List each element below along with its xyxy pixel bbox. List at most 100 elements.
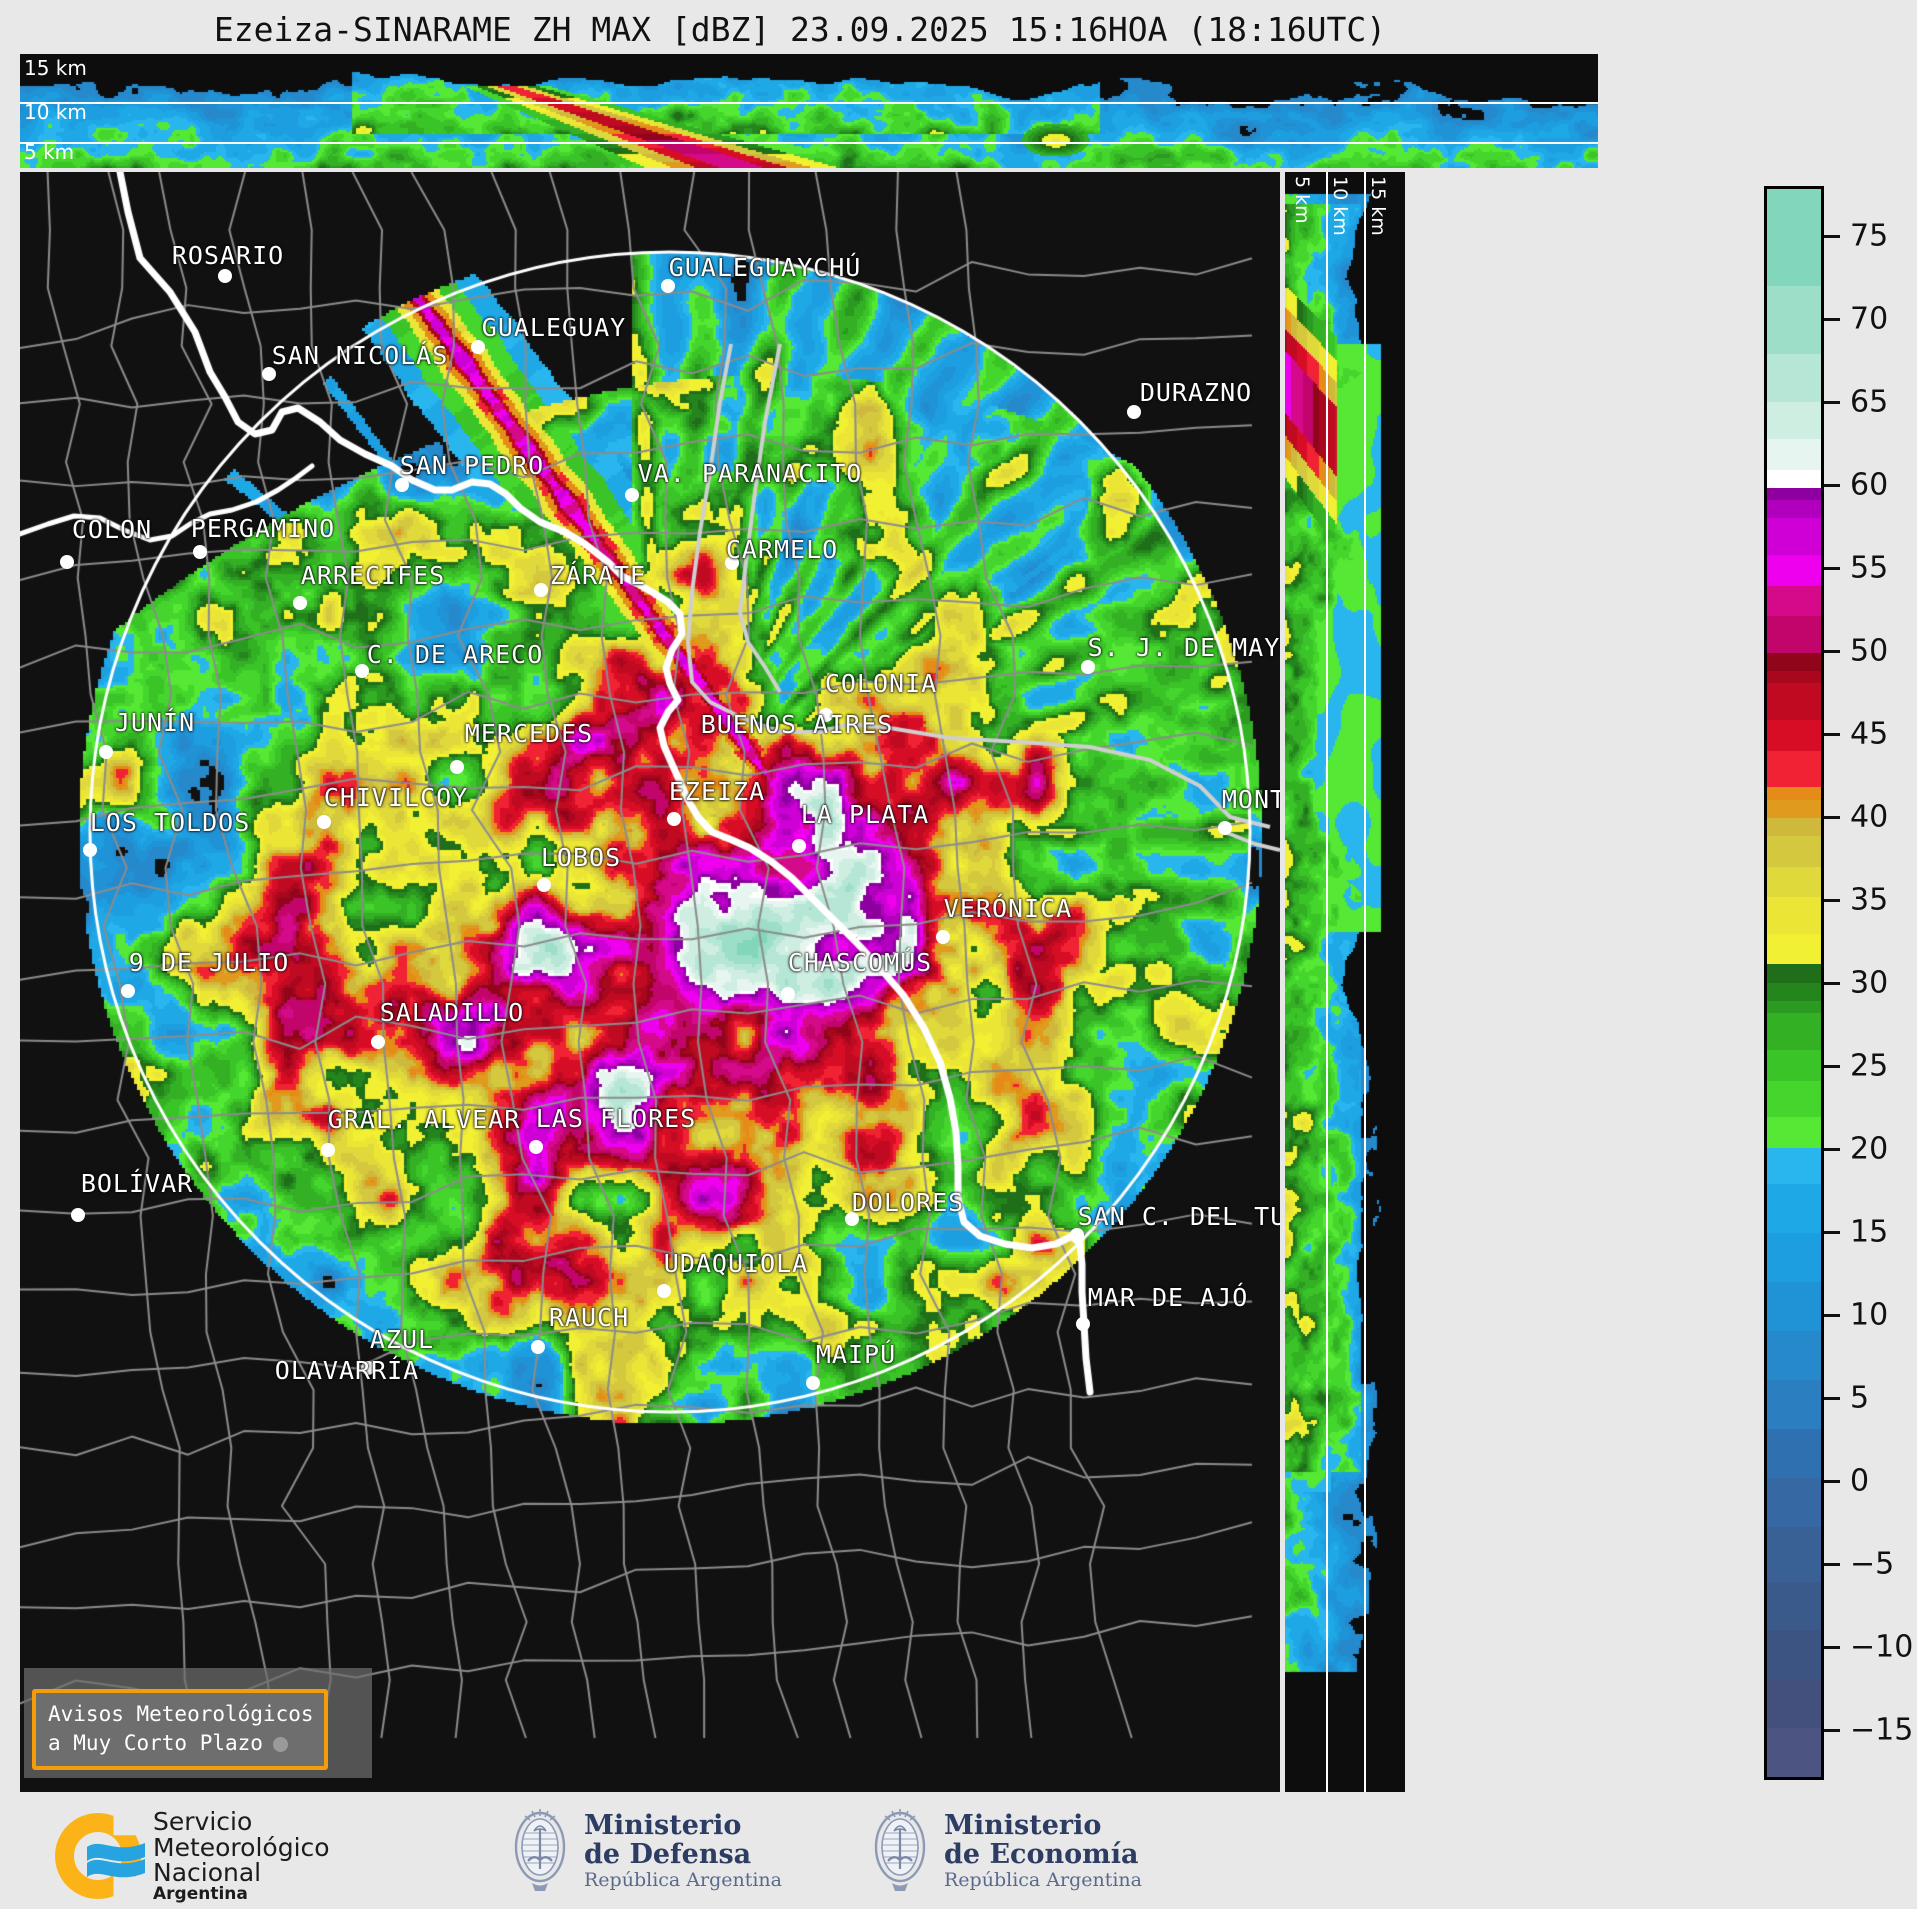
city-dot-icon	[534, 583, 548, 597]
colorbar-segment	[1767, 536, 1821, 543]
city-label: LA PLATA	[800, 800, 930, 829]
city-dot-icon	[1218, 821, 1232, 835]
colorbar-segment	[1767, 194, 1821, 201]
colorbar-segment	[1767, 1019, 1821, 1026]
colorbar-tick-label: 10	[1850, 1297, 1889, 1333]
colorbar-tick-label: −10	[1850, 1629, 1914, 1665]
colorbar-segment	[1767, 475, 1821, 482]
colorbar-segment	[1767, 738, 1821, 745]
colorbar-segment	[1767, 1312, 1821, 1319]
colorbar-tick-label: 30	[1850, 965, 1889, 1001]
colorbar-segment	[1767, 1550, 1821, 1558]
colorbar-segment	[1767, 1758, 1821, 1765]
colorbar-tick	[1824, 566, 1840, 570]
argentina-coat-of-arms-icon	[874, 1809, 926, 1891]
city-dot-icon	[262, 367, 276, 381]
city-dot-icon	[1070, 1228, 1084, 1242]
colorbar-segment	[1767, 1520, 1821, 1527]
city-dot-icon	[531, 1340, 545, 1354]
city-dot-icon	[60, 555, 74, 569]
city-label: DOLORES	[851, 1188, 965, 1217]
colorbar-segment	[1767, 524, 1821, 531]
colorbar-segment	[1767, 1575, 1821, 1582]
colorbar-segment	[1767, 365, 1821, 372]
colorbar-tick-label: 70	[1850, 301, 1889, 337]
city-label: SAN PEDRO	[399, 451, 545, 480]
colorbar-segment	[1767, 726, 1821, 733]
colorbar-segment	[1767, 1440, 1821, 1448]
colorbar-segment	[1767, 353, 1821, 360]
colorbar-segment	[1767, 1233, 1821, 1240]
colorbar-tick-label: 45	[1850, 716, 1889, 752]
colorbar-segment	[1767, 811, 1821, 818]
md-line-2: de Defensa	[584, 1838, 752, 1870]
city-label: JUNÍN	[114, 708, 196, 737]
colorbar-tick-label: 55	[1850, 550, 1889, 586]
colorbar-segment	[1767, 1612, 1821, 1619]
city-dot-icon	[725, 556, 739, 570]
colorbar-segment	[1767, 585, 1821, 592]
colorbar-segment	[1767, 1074, 1821, 1081]
colorbar-segment	[1767, 1691, 1821, 1698]
colorbar-segment	[1767, 1654, 1821, 1661]
colorbar-segment	[1767, 695, 1821, 702]
colorbar-segment	[1767, 768, 1821, 776]
colorbar-segment	[1767, 518, 1821, 525]
colorbar-segment	[1767, 750, 1821, 757]
colorbar-segment	[1767, 494, 1821, 501]
colorbar-segment	[1767, 1404, 1821, 1411]
colorbar-tick-label: −15	[1850, 1712, 1914, 1748]
colorbar-segment	[1767, 891, 1821, 898]
colorbar-segment	[1767, 274, 1821, 281]
city-label: LAS FLORES	[535, 1104, 697, 1133]
colorbar-segment	[1767, 793, 1821, 800]
city-label: MONTEV	[1221, 785, 1280, 814]
colorbar-segment	[1767, 1221, 1821, 1228]
colorbar-segment	[1767, 200, 1821, 207]
colorbar-tick-label: 40	[1850, 799, 1889, 835]
colorbar-tick	[1824, 1646, 1840, 1650]
colorbar-segment	[1767, 1355, 1821, 1362]
colorbar-segment	[1767, 255, 1821, 262]
colorbar-tick	[1824, 815, 1840, 819]
colorbar-segment	[1767, 1239, 1821, 1246]
footer-logos: Servicio Meteorológico Nacional Argentin…	[0, 1797, 1917, 1909]
logo-ministerio-economia: Ministerio de Economía República Argenti…	[870, 1805, 1142, 1897]
city-label: MERCEDES	[464, 719, 594, 748]
colorbar-segment	[1767, 689, 1821, 696]
city-dot-icon	[317, 815, 331, 829]
colorbar-segment	[1767, 1184, 1821, 1191]
city-label: LOBOS	[540, 843, 622, 872]
colorbar-segment	[1767, 1465, 1821, 1472]
colorbar-segment	[1767, 1080, 1821, 1087]
colorbar-tick-label: 35	[1850, 882, 1889, 918]
colorbar-segment	[1767, 316, 1821, 323]
colorbar-segment	[1767, 267, 1821, 275]
colorbar-segment	[1767, 549, 1821, 556]
city-dot-icon	[355, 664, 369, 678]
colorbar-tick	[1824, 732, 1840, 736]
colorbar-segment	[1767, 854, 1821, 861]
colorbar-segment	[1767, 408, 1821, 415]
colorbar-tick	[1824, 483, 1840, 487]
colorbar-segment	[1767, 1489, 1821, 1496]
city-dot-icon	[845, 1212, 859, 1226]
colorbar-segment	[1767, 976, 1821, 983]
radar-map[interactable]: ROSARIO GUALEGUAYCHÚ GUALEGUAY SAN NICOLÁS D…	[20, 172, 1280, 1792]
warning-legend-box[interactable]: Avisos Meteorológicos a Muy Corto Plazo	[32, 1689, 328, 1770]
colorbar-segment	[1767, 805, 1821, 812]
colorbar-segment	[1767, 701, 1821, 708]
vsec-label-5km: 5 km	[1291, 176, 1313, 224]
colorbar-segment	[1767, 720, 1821, 727]
colorbar-segment	[1767, 775, 1821, 782]
xsec-label-5km: 5 km	[24, 140, 75, 164]
city-dot-icon	[667, 812, 681, 826]
colorbar-segment	[1767, 885, 1821, 892]
smn-line-4: Argentina	[153, 1883, 248, 1904]
colorbar-segment	[1767, 762, 1821, 769]
colorbar-segment	[1767, 1709, 1821, 1716]
colorbar-segment	[1767, 952, 1821, 959]
colorbar-segment	[1767, 927, 1821, 934]
colorbar-segment	[1767, 286, 1821, 293]
colorbar-segment	[1767, 542, 1821, 550]
